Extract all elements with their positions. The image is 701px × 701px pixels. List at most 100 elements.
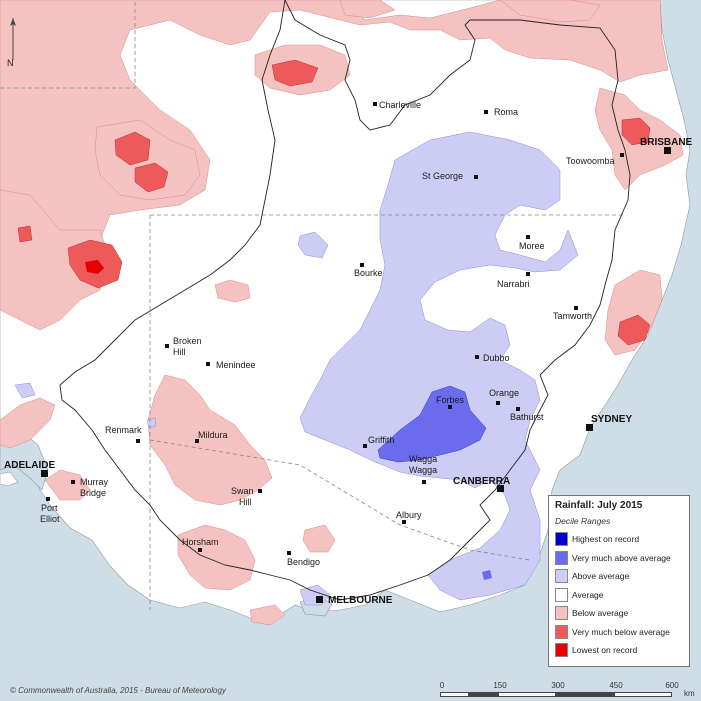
label-murray: Murray bbox=[80, 477, 109, 487]
legend-label: Very much below average bbox=[572, 626, 670, 637]
swan-hill-marker bbox=[258, 489, 262, 493]
label-renmark: Renmark bbox=[105, 425, 142, 435]
legend-title: Rainfall: July 2015 bbox=[555, 500, 643, 511]
label-forbes: Forbes bbox=[436, 395, 465, 405]
label-port: Port bbox=[41, 503, 58, 513]
toowoomba-marker bbox=[620, 153, 624, 157]
label-sydney: SYDNEY bbox=[591, 414, 632, 425]
town-markers bbox=[46, 102, 624, 555]
scale-seg bbox=[556, 692, 614, 697]
label-adelaide: ADELAIDE bbox=[4, 460, 55, 471]
label-charleville: Charleville bbox=[379, 100, 421, 110]
label-canberra: CANBERRA bbox=[453, 476, 510, 487]
state-borders bbox=[0, 0, 625, 610]
label-horsham: Horsham bbox=[182, 537, 219, 547]
copyright-text: © Commonwealth of Australia, 2015 - Bure… bbox=[10, 686, 226, 695]
legend-item-very-much-below: Very much below average bbox=[555, 623, 683, 642]
legend-item-above: Above average bbox=[555, 567, 683, 586]
tamworth-marker bbox=[574, 306, 578, 310]
menindee-marker bbox=[206, 362, 210, 366]
sydney-marker bbox=[586, 424, 593, 431]
legend-swatch bbox=[555, 624, 568, 639]
griffith-marker bbox=[363, 444, 367, 448]
label-narrabri: Narrabri bbox=[497, 279, 530, 289]
legend-swatch bbox=[555, 532, 568, 547]
label-tamworth: Tamworth bbox=[553, 311, 592, 321]
label-moree: Moree bbox=[519, 241, 545, 251]
adelaide-marker bbox=[41, 470, 48, 477]
horsham-marker bbox=[198, 548, 202, 552]
murray-bridge-marker bbox=[71, 480, 75, 484]
bourke-marker bbox=[360, 263, 364, 267]
very-much-above-region bbox=[377, 385, 487, 463]
label-toowoomba: Toowoomba bbox=[566, 156, 615, 166]
label-broken: Broken bbox=[173, 336, 202, 346]
legend-label: Lowest on record bbox=[572, 645, 638, 656]
legend-label: Highest on record bbox=[572, 534, 640, 545]
scale-seg bbox=[440, 692, 469, 697]
charleville-marker bbox=[373, 102, 377, 106]
broken-hill-marker bbox=[165, 344, 169, 348]
legend-item-highest: Highest on record bbox=[555, 530, 683, 549]
legend-label: Below average bbox=[572, 608, 629, 619]
roma-marker bbox=[484, 110, 488, 114]
melbourne-marker bbox=[316, 596, 323, 603]
north-arrow: N bbox=[7, 18, 16, 68]
label-roma: Roma bbox=[494, 107, 518, 117]
label-bridge: Bridge bbox=[80, 488, 106, 498]
label-wagga: Wagga bbox=[409, 454, 437, 464]
label-mildura: Mildura bbox=[198, 430, 228, 440]
scale-tick-0: 0 bbox=[439, 681, 445, 690]
label-melbourne: MELBOURNE bbox=[328, 595, 393, 606]
label-menindee: Menindee bbox=[216, 360, 256, 370]
label-dubbo: Dubbo bbox=[483, 353, 510, 363]
label-swan-hill: Hill bbox=[239, 497, 252, 507]
label-brisbane: BRISBANE bbox=[640, 137, 693, 148]
lowest-on-record-region bbox=[85, 260, 104, 274]
canberra-marker bbox=[497, 485, 504, 492]
scale-seg bbox=[498, 692, 556, 697]
bendigo-marker bbox=[287, 551, 291, 555]
legend-item-below: Below average bbox=[555, 604, 683, 623]
scale-unit: km bbox=[684, 689, 695, 698]
legend-swatch bbox=[555, 569, 568, 584]
label-griffith: Griffith bbox=[368, 435, 394, 445]
label-bendigo: Bendigo bbox=[287, 557, 320, 567]
scale-tick-450: 450 bbox=[609, 681, 623, 690]
wagga-wagga-marker bbox=[422, 480, 426, 484]
capital-markers bbox=[41, 147, 671, 603]
legend-swatch bbox=[555, 643, 568, 658]
dubbo-marker bbox=[475, 355, 479, 359]
legend-label: Average bbox=[572, 589, 604, 600]
label-bathurst: Bathurst bbox=[510, 412, 544, 422]
legend-label: Very much above average bbox=[572, 552, 671, 563]
legend-item-average: Average bbox=[555, 586, 683, 605]
scale-tick-600: 600 bbox=[665, 681, 679, 690]
legend-item-very-much-above: Very much above average bbox=[555, 549, 683, 568]
renmark-marker bbox=[136, 439, 140, 443]
legend-swatch bbox=[555, 550, 568, 565]
narrabri-marker bbox=[526, 272, 530, 276]
albury-marker bbox=[402, 520, 406, 524]
label-swan: Swan bbox=[231, 486, 254, 496]
label-wagga-2: Wagga bbox=[409, 465, 437, 475]
label-elliot: Elliot bbox=[40, 514, 60, 524]
scale-seg bbox=[614, 692, 672, 697]
label-st-george: St George bbox=[422, 171, 463, 181]
basin-outline bbox=[59, 0, 631, 601]
label-orange: Orange bbox=[489, 388, 519, 398]
below-average-regions bbox=[0, 0, 684, 626]
scale-tick-150: 150 bbox=[493, 681, 507, 690]
very-much-above-region-small bbox=[482, 570, 492, 580]
mildura-marker bbox=[195, 439, 199, 443]
forbes-marker bbox=[448, 405, 452, 409]
island bbox=[0, 471, 19, 487]
north-arrow-label: N bbox=[7, 58, 14, 68]
orange-marker bbox=[496, 401, 500, 405]
scale-bar: 0 150 300 450 600 km bbox=[440, 681, 700, 701]
label-albury: Albury bbox=[396, 510, 422, 520]
port-elliot-marker bbox=[46, 497, 50, 501]
legend-subtitle: Decile Ranges bbox=[555, 516, 611, 526]
